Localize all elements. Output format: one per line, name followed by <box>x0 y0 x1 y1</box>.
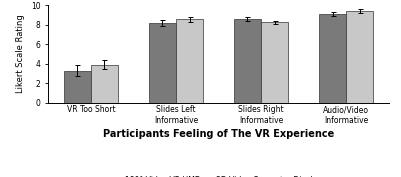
Bar <box>261 22 288 103</box>
Bar <box>234 19 261 103</box>
Bar <box>346 11 373 103</box>
Bar <box>319 14 346 103</box>
Legend: 180° Video VR HMD, 3D Video Computer Display: 180° Video VR HMD, 3D Video Computer Dis… <box>112 173 325 177</box>
Y-axis label: Likert Scale Rating: Likert Scale Rating <box>16 15 25 93</box>
Bar <box>91 65 118 103</box>
Bar <box>149 23 176 103</box>
X-axis label: Participants Feeling of The VR Experience: Participants Feeling of The VR Experienc… <box>103 129 334 139</box>
Bar <box>64 71 91 103</box>
Bar <box>176 19 203 103</box>
